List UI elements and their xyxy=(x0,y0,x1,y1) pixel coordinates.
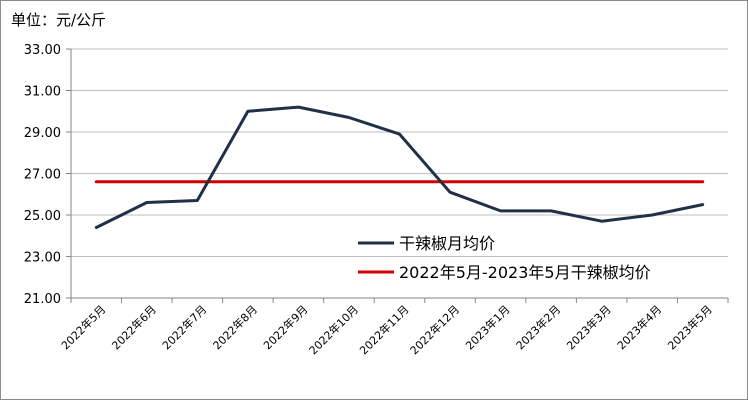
legend: 干辣椒月均价 2022年5月-2023年5月干辣椒均价 xyxy=(358,234,651,282)
x-tick-label-12: 2023年5月 xyxy=(665,302,715,352)
y-tick-label-23.00: 23.00 xyxy=(24,251,61,266)
axes xyxy=(66,48,729,303)
gridlines xyxy=(71,48,728,257)
x-tick-label-6: 2022年11月 xyxy=(356,302,411,357)
x-tick-label-8: 2023年1月 xyxy=(462,302,512,352)
y-axis-ticks: 21.00 23.00 25.00 27.00 29.00 31.00 33.00 xyxy=(24,43,61,307)
x-tick-label-2: 2022年7月 xyxy=(159,302,209,352)
x-tick-label-1: 2022年6月 xyxy=(109,302,159,352)
x-tick-label-5: 2022年10月 xyxy=(306,302,361,357)
y-tick-label-27.00: 27.00 xyxy=(24,168,61,183)
x-tick-label-11: 2023年4月 xyxy=(614,302,664,352)
x-tick-label-3: 2022年8月 xyxy=(210,302,260,352)
legend-label-average: 2022年5月-2023年5月干辣椒均价 xyxy=(399,263,651,282)
y-tick-label-31.00: 31.00 xyxy=(24,85,61,100)
unit-label: 单位：元/公斤 xyxy=(11,11,106,29)
x-tick-label-7: 2022年12月 xyxy=(407,302,462,357)
y-tick-label-33.00: 33.00 xyxy=(24,43,61,58)
x-tick-label-9: 2023年2月 xyxy=(513,302,563,352)
x-tick-label-0: 2022年5月 xyxy=(58,302,108,352)
y-tick-label-25.00: 25.00 xyxy=(24,209,61,224)
legend-label-monthly: 干辣椒月均价 xyxy=(399,234,495,253)
series-line-monthly xyxy=(94,105,705,229)
x-axis-ticks: 2022年5月 2022年6月 2022年7月 2022年8月 2022年9月2022年… xyxy=(58,302,715,357)
x-tick-label-4: 2022年9月 xyxy=(260,302,310,352)
x-tick-label-10: 2023年3月 xyxy=(564,302,614,352)
series-layer xyxy=(94,105,705,229)
y-tick-label-29.00: 29.00 xyxy=(24,126,61,141)
y-tick-label-21.00: 21.00 xyxy=(24,292,61,307)
